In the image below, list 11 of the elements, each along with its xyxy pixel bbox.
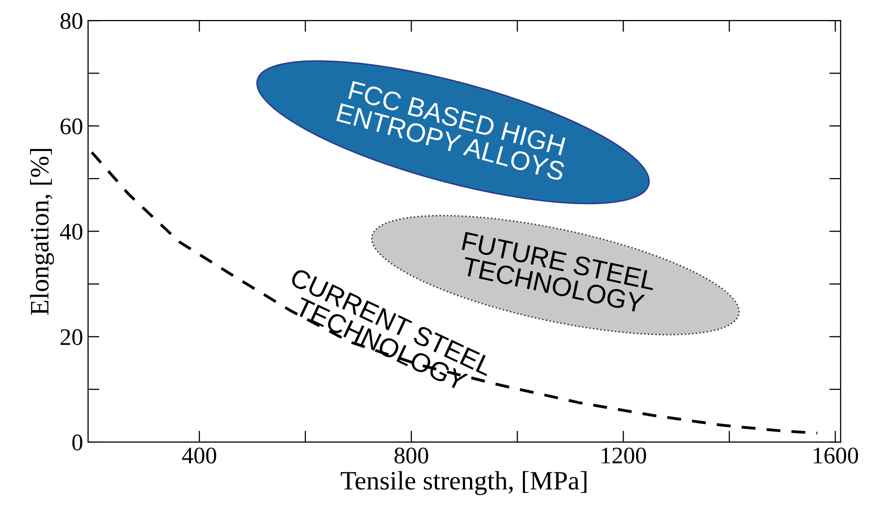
y-tick-label: 0 (72, 434, 82, 450)
y-tick-label: 20 (60, 329, 82, 346)
y-tick-label: 80 (60, 13, 82, 29)
y-tick-label: 40 (60, 224, 82, 240)
x-tick-label: 800 (394, 448, 428, 464)
x-tick-label: 400 (182, 448, 216, 464)
x-tick-label: 1600 (814, 448, 858, 464)
y-tick-label: 60 (60, 118, 82, 134)
x-axis-title: Tensile strength, [MPa] (340, 471, 586, 496)
y-axis-title: Elongation, [%] (30, 148, 54, 315)
x-tick-label: 1200 (602, 448, 646, 464)
